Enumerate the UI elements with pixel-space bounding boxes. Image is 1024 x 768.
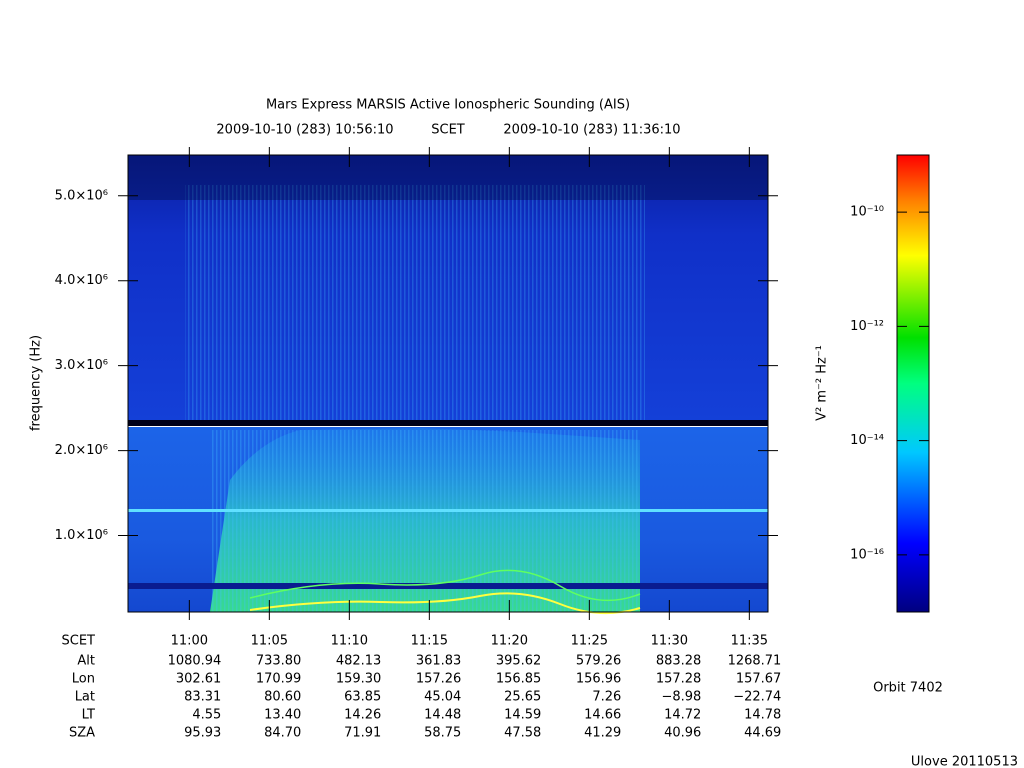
orbit: Orbit 7402 xyxy=(873,681,943,696)
y-tick-label: 2.0×10⁶ xyxy=(55,443,108,458)
x-tick-label: 11:35 xyxy=(731,634,768,649)
colorbar-tick-label: 10⁻¹⁴ xyxy=(850,433,884,448)
colorbar xyxy=(896,154,930,613)
ephemeris-value: 7.26 xyxy=(592,690,621,705)
y-tick-label: 3.0×10⁶ xyxy=(55,358,108,373)
x-tick-label: 11:20 xyxy=(491,634,528,649)
ephemeris-name: LT xyxy=(82,708,95,723)
x-tick-label: 11:00 xyxy=(171,634,208,649)
ephemeris-value: 1268.71 xyxy=(728,654,782,669)
time-start: 2009-10-10 (283) 10:56:10 xyxy=(216,123,393,138)
ephemeris-value: 58.75 xyxy=(424,726,461,741)
ephemeris-value: 84.70 xyxy=(264,726,301,741)
ephemeris-name: Alt xyxy=(77,654,95,669)
time-label: SCET xyxy=(431,123,465,138)
ephemeris-value: 156.85 xyxy=(496,672,542,687)
ephemeris-name: Lat xyxy=(75,690,95,705)
y-axis-label: frequency (Hz) xyxy=(29,335,44,431)
spectrogram-trace xyxy=(249,592,641,615)
ephemeris-value: 14.48 xyxy=(424,708,461,723)
ephemeris-value: 361.83 xyxy=(416,654,462,669)
ephemeris-value: 44.69 xyxy=(744,726,781,741)
y-tick-label: 5.0×10⁶ xyxy=(55,188,108,203)
ephemeris-value: 71.91 xyxy=(344,726,381,741)
x-tick-label: 11:05 xyxy=(251,634,288,649)
ephemeris-name: SZA xyxy=(69,726,95,741)
ephemeris-value: 47.58 xyxy=(504,726,541,741)
ephemeris-name: Lon xyxy=(72,672,95,687)
ephemeris-value: 63.85 xyxy=(344,690,381,705)
ephemeris-value: 13.40 xyxy=(264,708,301,723)
x-tick-label: 11:25 xyxy=(571,634,608,649)
ephemeris-value: 159.30 xyxy=(336,672,382,687)
ephemeris-value: 157.67 xyxy=(736,672,782,687)
colorbar-tick-label: 10⁻¹² xyxy=(850,319,884,334)
ephemeris-value: 14.26 xyxy=(344,708,381,723)
colorbar-tick-label: 10⁻¹⁶ xyxy=(850,547,884,562)
spectrogram-line xyxy=(128,509,768,512)
colorbar-label: V² m⁻² Hz⁻¹ xyxy=(815,345,830,421)
ephemeris-value: 157.28 xyxy=(656,672,702,687)
ephemeris-value: 95.93 xyxy=(184,726,221,741)
ephemeris-value: −8.98 xyxy=(661,690,701,705)
time-end: 2009-10-10 (283) 11:36:10 xyxy=(503,123,680,138)
footer: Ulove 20110513 xyxy=(911,755,1018,768)
ephemeris-header: SCET xyxy=(62,634,96,649)
ephemeris-value: 45.04 xyxy=(424,690,461,705)
spectrogram-texture xyxy=(185,185,645,420)
ephemeris-value: 14.66 xyxy=(584,708,621,723)
spectrogram-shade xyxy=(128,155,768,200)
ephemeris-value: 302.61 xyxy=(176,672,222,687)
ephemeris-value: 40.96 xyxy=(664,726,701,741)
ephemeris-value: 14.72 xyxy=(664,708,701,723)
y-tick-label: 1.0×10⁶ xyxy=(55,528,108,543)
ephemeris-value: −22.74 xyxy=(733,690,781,705)
spectrogram-texture xyxy=(210,430,640,612)
plot-frame xyxy=(127,154,769,613)
ephemeris-value: 883.28 xyxy=(656,654,702,669)
ephemeris-value: 25.65 xyxy=(504,690,541,705)
x-tick-label: 11:10 xyxy=(331,634,368,649)
ephemeris-value: 83.31 xyxy=(184,690,221,705)
ephemeris-value: 156.96 xyxy=(576,672,622,687)
spectrogram-line xyxy=(128,420,768,426)
ephemeris-value: 80.60 xyxy=(264,690,301,705)
y-tick-label: 4.0×10⁶ xyxy=(55,273,108,288)
spectrogram-line xyxy=(128,583,768,589)
ephemeris-value: 482.13 xyxy=(336,654,382,669)
colorbar-tick-label: 10⁻¹⁰ xyxy=(850,205,884,220)
ephemeris-value: 1080.94 xyxy=(168,654,222,669)
x-tick-label: 11:30 xyxy=(651,634,688,649)
spectrogram-trace xyxy=(249,569,641,602)
ephemeris-value: 733.80 xyxy=(256,654,302,669)
ephemeris-value: 170.99 xyxy=(256,672,302,687)
ephemeris-value: 579.26 xyxy=(576,654,622,669)
ephemeris-value: 41.29 xyxy=(584,726,621,741)
ephemeris-value: 395.62 xyxy=(496,654,542,669)
ephemeris-value: 4.55 xyxy=(192,708,221,723)
ephemeris-value: 14.78 xyxy=(744,708,781,723)
x-tick-label: 11:15 xyxy=(411,634,448,649)
spectrogram xyxy=(127,154,769,615)
ephemeris-value: 157.26 xyxy=(416,672,462,687)
ephemeris-value: 14.59 xyxy=(504,708,541,723)
chart-title: Mars Express MARSIS Active Ionospheric S… xyxy=(266,98,630,113)
